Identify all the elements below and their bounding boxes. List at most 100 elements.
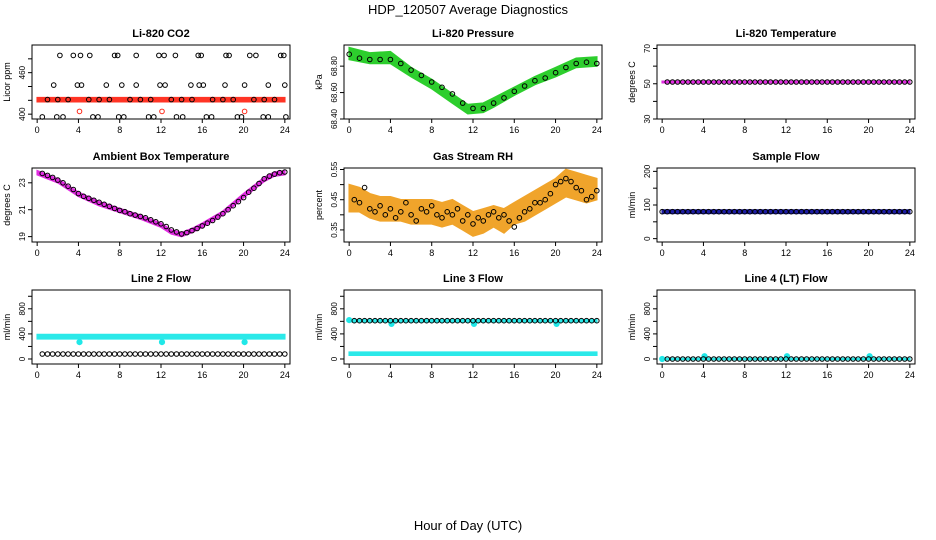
x-tick-label: 12 <box>156 125 166 135</box>
data-point <box>834 208 841 215</box>
data-point <box>127 210 133 217</box>
data-point <box>532 199 538 206</box>
data-point <box>594 187 600 194</box>
x-tick-label: 24 <box>280 125 290 135</box>
data-point <box>101 351 107 357</box>
data-point <box>178 351 185 357</box>
data-point <box>537 317 543 324</box>
series-band <box>348 168 598 237</box>
data-point <box>418 72 425 79</box>
page-title: HDP_120507 Average Diagnostics <box>368 2 568 17</box>
data-point <box>731 208 738 215</box>
data-point <box>189 227 195 234</box>
data-point <box>96 351 102 357</box>
x-tick-label: 16 <box>509 370 519 380</box>
data-point <box>282 169 288 175</box>
data-point <box>881 208 887 215</box>
data-point <box>44 351 51 357</box>
data-point <box>511 224 518 230</box>
panel-title: Li-820 Pressure <box>432 28 514 40</box>
data-point <box>377 203 383 209</box>
y-tick-label: 21 <box>18 205 27 214</box>
data-point <box>158 221 164 227</box>
x-tick-label: 16 <box>822 248 832 258</box>
data-point <box>907 79 913 85</box>
data-point <box>222 82 228 88</box>
data-point <box>470 105 476 112</box>
data-point <box>465 212 471 218</box>
data-point <box>60 180 66 186</box>
data-point <box>578 187 585 194</box>
series-band <box>348 351 598 356</box>
data-point <box>351 317 358 324</box>
data-point <box>809 356 815 362</box>
data-point <box>96 96 102 103</box>
data-point <box>111 52 118 59</box>
data-point <box>783 356 789 362</box>
data-point <box>845 356 851 362</box>
data-point <box>50 82 57 88</box>
data-point <box>716 208 722 215</box>
data-point <box>194 351 200 357</box>
x-tick-label: 12 <box>468 370 478 380</box>
x-tick-label: 4 <box>76 248 81 258</box>
panel-title: Line 2 Flow <box>131 273 191 285</box>
data-point <box>449 212 456 218</box>
x-tick-label: 4 <box>701 370 706 380</box>
data-point <box>245 351 252 357</box>
data-point <box>220 351 226 357</box>
data-point <box>542 75 549 81</box>
panel-pressure: Li-820 Pressure kPa 0 4 8 12 16 20 24 68.40 68.60 6… <box>314 28 603 135</box>
data-point <box>752 79 758 85</box>
data-point <box>521 83 528 89</box>
data-point <box>829 79 836 85</box>
data-point <box>690 208 696 215</box>
data-point <box>159 108 165 115</box>
y-tick-label: 460 <box>18 65 27 79</box>
y-tick-label: 0 <box>18 356 27 361</box>
panel-title: Li-820 CO2 <box>132 28 189 40</box>
panel-title: Sample Flow <box>752 151 820 163</box>
data-point <box>557 178 564 185</box>
data-point <box>716 79 722 85</box>
plot-frame <box>31 167 291 243</box>
data-point <box>439 317 445 324</box>
x-tick-label: 24 <box>592 370 602 380</box>
data-point <box>850 79 856 85</box>
data-point <box>695 356 702 362</box>
data-point <box>57 52 63 59</box>
data-point <box>199 351 206 357</box>
data-point <box>256 180 262 187</box>
y-axis-label: ml/min <box>314 314 324 341</box>
series-band <box>36 169 286 238</box>
data-point <box>277 52 284 59</box>
data-point <box>251 96 257 103</box>
x-tick-label: 16 <box>822 370 832 380</box>
data-point <box>824 356 831 362</box>
data-point <box>674 79 681 85</box>
panel-title: Line 4 (LT) Flow <box>745 273 828 285</box>
data-point <box>757 208 764 215</box>
y-axis-label: degrees C <box>2 184 12 226</box>
data-point <box>78 82 85 88</box>
data-point <box>829 208 836 215</box>
data-point <box>532 77 538 84</box>
x-tick-label: 4 <box>388 248 393 258</box>
data-point <box>840 356 846 362</box>
data-point <box>387 317 394 324</box>
data-point <box>80 351 87 357</box>
data-point <box>76 108 83 115</box>
data-point <box>701 353 708 360</box>
data-point <box>153 219 159 225</box>
data-point <box>752 208 758 215</box>
y-tick-label: 70 <box>643 44 652 53</box>
data-point <box>680 79 686 85</box>
data-point <box>439 215 445 221</box>
data-point <box>886 356 893 362</box>
x-tick-label: 16 <box>197 125 207 135</box>
data-point <box>547 317 554 324</box>
data-point <box>198 52 204 59</box>
data-point <box>716 356 722 362</box>
data-point <box>465 317 471 324</box>
y-tick-label: 800 <box>18 302 27 316</box>
